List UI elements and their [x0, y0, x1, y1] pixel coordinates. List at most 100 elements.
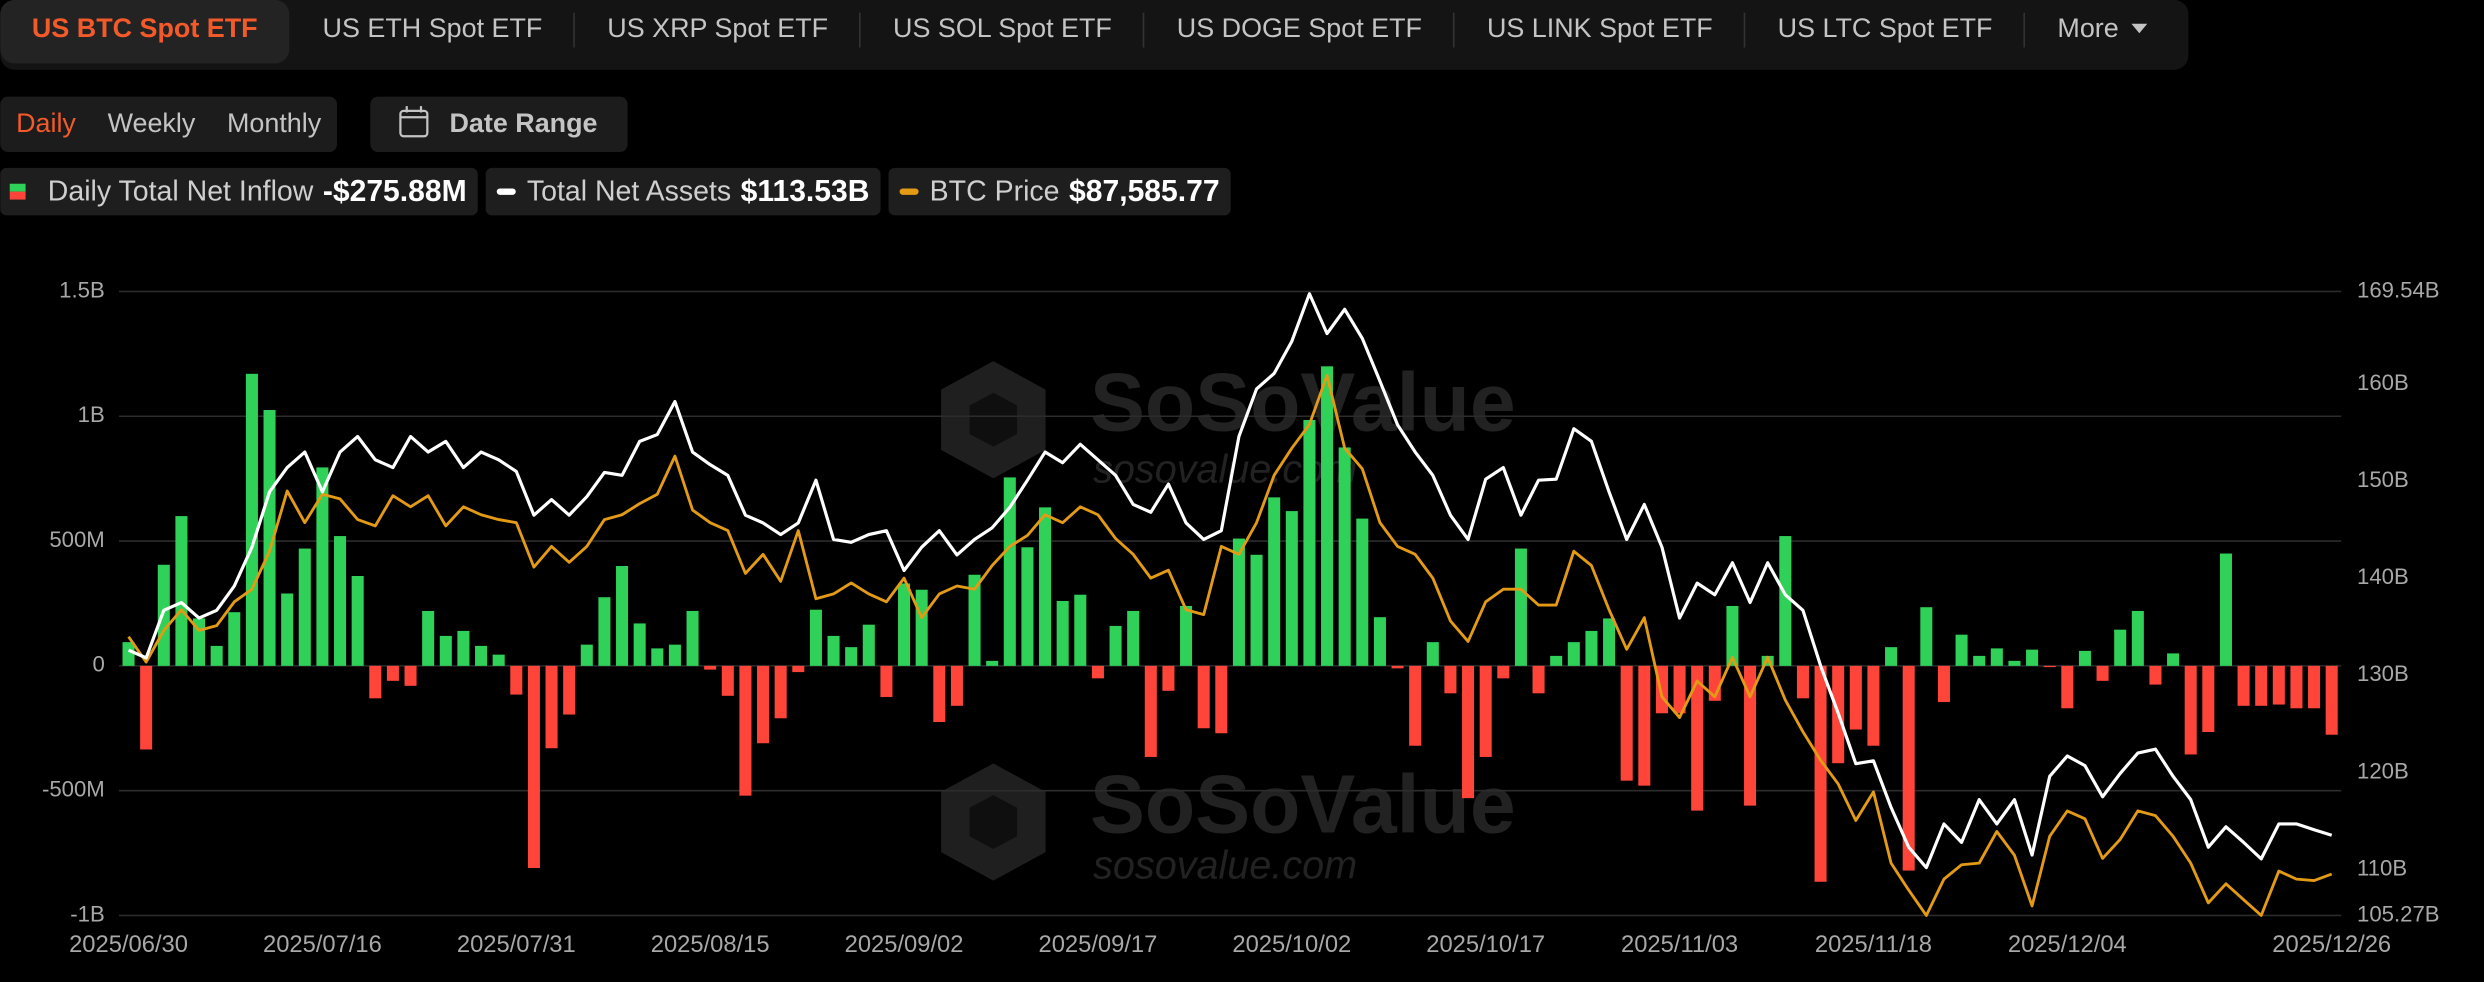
tab[interactable]: US BTC Spot ETF: [32, 13, 258, 43]
more-menu[interactable]: More: [2057, 13, 2118, 43]
tab[interactable]: US LTC Spot ETF: [1778, 13, 1993, 43]
y-tick-label: 500M: [49, 527, 104, 552]
bar: [157, 564, 170, 666]
bar: [475, 645, 488, 666]
period-option[interactable]: Monthly: [227, 108, 322, 138]
bar: [1514, 548, 1527, 666]
y2-tick-label: 140B: [2357, 564, 2409, 589]
legend-name: BTC Price: [930, 176, 1060, 208]
bar: [1779, 536, 1792, 666]
watermark-logo-inner: [969, 795, 1018, 849]
bar: [1814, 665, 1827, 882]
tab[interactable]: US XRP Spot ETF: [607, 13, 828, 43]
y-tick-label: 1.5B: [59, 277, 105, 302]
bar: [1497, 665, 1510, 679]
bar: [1638, 665, 1651, 786]
bar: [1444, 665, 1457, 694]
watermark-logo-inner: [969, 392, 1018, 447]
bar: [2219, 553, 2232, 666]
bar: [210, 645, 223, 666]
bar: [1673, 665, 1686, 714]
more-caret: [2131, 23, 2148, 34]
date-range-button[interactable]: [370, 96, 628, 153]
period-option[interactable]: Daily: [16, 108, 76, 138]
bar: [1180, 605, 1193, 666]
watermark-url: sosovalue.com: [1093, 843, 1357, 887]
period-toggle: [0, 96, 338, 153]
tab[interactable]: US SOL Spot ETF: [893, 13, 1112, 43]
bar: [2184, 665, 2197, 755]
bar: [2096, 665, 2109, 681]
bar: [228, 612, 241, 666]
bar: [122, 642, 135, 666]
watermark-top: SoSoValue sosovalue.com: [941, 356, 1516, 491]
bar: [827, 635, 840, 666]
active-tab-bg: [0, 0, 290, 64]
period-option[interactable]: Weekly: [108, 108, 196, 138]
bar: [2308, 665, 2321, 709]
tab[interactable]: US LINK Spot ETF: [1487, 13, 1713, 43]
bar: [1532, 665, 1545, 694]
tab[interactable]: US ETH Spot ETF: [323, 13, 543, 43]
y2-tick-label: 120B: [2357, 758, 2409, 783]
bar: [1091, 665, 1104, 679]
bar: [1056, 600, 1069, 666]
bar: [2061, 665, 2074, 709]
bar: [616, 566, 629, 666]
legend-chip: [888, 167, 1231, 216]
bar: [334, 536, 347, 666]
bar: [1902, 665, 1915, 871]
bar: [845, 647, 858, 666]
bar: [1744, 665, 1757, 806]
y-tick-label: -1B: [70, 901, 104, 926]
legend-icon: [9, 183, 26, 192]
bar: [1250, 554, 1263, 666]
bar: [1550, 655, 1563, 666]
x-tick-label: 2025/09/02: [845, 931, 964, 958]
watermark-brand: SoSoValue: [1090, 759, 1516, 851]
bar: [880, 665, 893, 698]
bar: [1391, 665, 1404, 669]
bar: [580, 644, 593, 666]
bar: [316, 467, 329, 666]
bar: [792, 665, 805, 673]
bar: [704, 665, 717, 670]
bar: [1074, 594, 1087, 666]
bar: [1127, 610, 1140, 666]
bar: [2325, 665, 2338, 735]
bar: [2043, 665, 2056, 668]
x-tick-label: 2025/10/02: [1232, 931, 1351, 958]
x-tick-label: 2025/10/17: [1426, 931, 1545, 958]
bar: [439, 635, 452, 666]
x-tick-label: 2025/11/18: [1815, 931, 1932, 958]
legend-icon: [899, 188, 919, 195]
bar: [492, 654, 505, 666]
bar: [563, 665, 576, 715]
bar: [1003, 477, 1016, 666]
bar: [527, 665, 540, 869]
y2-tick-label: 150B: [2357, 467, 2409, 492]
x-tick-label: 2025/09/17: [1038, 931, 1157, 958]
date-range-label[interactable]: Date Range: [449, 108, 597, 138]
calendar-icon: [399, 109, 429, 138]
bar: [457, 630, 470, 666]
bar: [1955, 634, 1968, 666]
bar: [1479, 665, 1492, 757]
bar: [422, 610, 435, 666]
bar: [1285, 511, 1298, 666]
legend-value: -$275.88M: [323, 175, 467, 208]
watermark-url: sosovalue.com: [1093, 447, 1357, 491]
x-tick-label: 2025/12/26: [2272, 931, 2391, 958]
bar: [1990, 648, 2003, 666]
y-tick-label: 1B: [78, 402, 105, 427]
bar: [351, 575, 364, 666]
bar: [545, 665, 558, 749]
tab[interactable]: US DOGE Spot ETF: [1177, 13, 1422, 43]
x-tick-label: 2025/07/31: [457, 931, 576, 958]
bar: [2167, 653, 2180, 666]
bar: [968, 574, 981, 666]
watermark-bottom: SoSoValue sosovalue.com: [941, 759, 1516, 887]
y-tick-label: 0: [92, 652, 104, 677]
